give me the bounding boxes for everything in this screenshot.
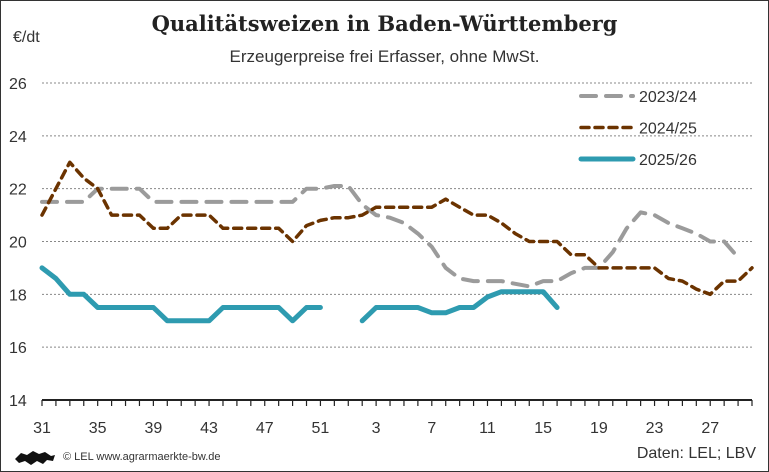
legend-label: 2025/26: [639, 152, 697, 169]
x-tick-label: 43: [200, 420, 218, 437]
y-tick-label: 24: [9, 129, 27, 146]
x-tick-label: 11: [479, 420, 496, 437]
y-tick-label: 16: [9, 340, 27, 357]
data-source: Daten: LEL; LBV: [636, 445, 756, 462]
y-tick-label: 26: [9, 76, 27, 93]
legend: 2023/24 2024/25 2025/26: [578, 89, 697, 169]
y-tick-label: 18: [9, 287, 27, 304]
chart-title: Qualitätsweizen in Baden-Württemberg: [151, 11, 618, 36]
copyright-credit: © LEL www.agrarmaerkte-bw.de: [63, 451, 221, 463]
x-tick-label: 3: [372, 420, 381, 437]
x-axis: 31 35 39 43 47 51 3 7 11 15 19 23 27: [33, 399, 753, 437]
legend-label: 2024/25: [639, 121, 697, 138]
x-tick-label: 7: [427, 420, 436, 437]
x-tick-label: 31: [33, 420, 51, 437]
x-tick-label: 51: [312, 420, 330, 437]
legend-label: 2023/24: [639, 89, 697, 106]
series-line-2025-26: [39, 265, 560, 324]
x-tick-label: 23: [646, 420, 664, 437]
chart-subtitle: Erzeugerpreise frei Erfasser, ohne MwSt.: [229, 47, 540, 66]
y-tick-label: 22: [9, 182, 27, 199]
x-tick-label: 27: [701, 420, 719, 437]
y-tick-label: 20: [9, 235, 27, 252]
baden-wuerttemberg-lions-icon: [15, 451, 55, 465]
y-axis-ticks: 14 16 18 20 22 24 26: [9, 76, 27, 410]
series-line-2024-25: [40, 160, 754, 297]
series-lines: [39, 160, 754, 324]
y-axis-unit: €/dt: [13, 29, 40, 46]
series-line-2023-24: [40, 184, 741, 289]
x-tick-label: 39: [144, 420, 162, 437]
x-tick-label: 19: [590, 420, 608, 437]
x-tick-label: 15: [534, 420, 552, 437]
y-tick-label: 14: [9, 393, 27, 410]
x-tick-label: 35: [89, 420, 107, 437]
x-tick-label: 47: [256, 420, 274, 437]
